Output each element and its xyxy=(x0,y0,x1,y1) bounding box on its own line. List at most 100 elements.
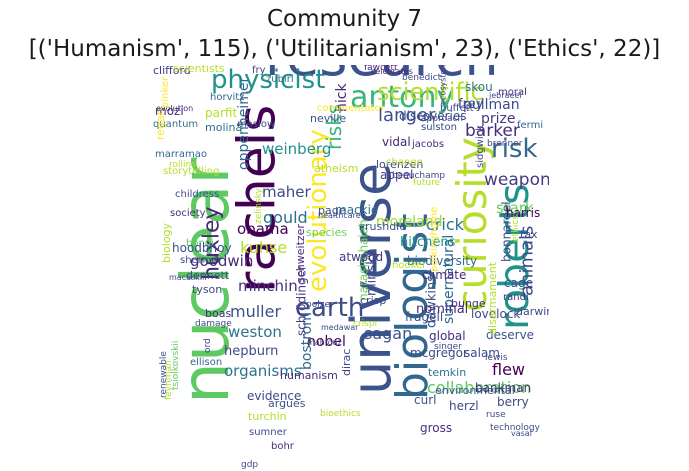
word-cloud-word: page xyxy=(318,204,346,217)
word-cloud-word: bostrom xyxy=(299,312,315,370)
word-cloud-word: feynman xyxy=(164,360,174,400)
word-cloud-word: schrödinger xyxy=(295,265,309,336)
word-cloud-word: nobel xyxy=(307,334,346,350)
word-cloud-word: fragell xyxy=(405,310,443,324)
word-cloud-word: neville xyxy=(310,112,346,125)
word-cloud-word: minchin xyxy=(238,277,298,295)
word-cloud-word: mcgregor xyxy=(410,346,468,360)
word-cloud-word: dawkins xyxy=(424,275,439,328)
word-cloud-word: rushdie xyxy=(365,220,406,233)
word-cloud-word: crispr xyxy=(353,319,379,329)
word-cloud: nuclearresearchuniverserachelsbiologistc… xyxy=(145,65,549,469)
word-cloud-word: moral xyxy=(498,87,527,98)
word-cloud-word: muller xyxy=(230,302,281,321)
word-cloud-word: pullman xyxy=(463,97,520,113)
word-cloud-word: rachels xyxy=(228,105,288,293)
word-cloud-word: rollins xyxy=(169,160,196,170)
word-cloud-word: antony xyxy=(350,80,454,115)
word-cloud-word: nominal xyxy=(416,302,468,317)
word-cloud-word: parfit xyxy=(205,106,237,120)
word-cloud-word: fry xyxy=(252,65,266,76)
word-cloud-word: fermi xyxy=(517,120,543,131)
word-cloud-word: mozi xyxy=(155,104,184,118)
word-cloud-word: goodwin xyxy=(190,252,253,270)
word-cloud-word: bioethics xyxy=(320,409,361,419)
word-cloud-word: ethics xyxy=(511,215,521,242)
word-cloud-word: biodiversity xyxy=(407,254,477,268)
word-cloud-word: evolution xyxy=(156,104,193,113)
word-cloud-word: gdp xyxy=(241,460,258,469)
word-cloud-word: healthcare xyxy=(318,211,361,220)
word-cloud-word: bonnardel xyxy=(500,201,514,262)
word-cloud-word: mackie xyxy=(335,203,378,217)
word-cloud-word: biologist xyxy=(387,213,438,400)
word-cloud-word: crick xyxy=(426,215,465,234)
word-cloud-word: climate xyxy=(422,268,466,282)
word-cloud-word: approach xyxy=(421,114,463,124)
word-cloud-word: mahfouz xyxy=(307,338,342,347)
word-cloud-word: kuhse xyxy=(240,238,287,257)
word-cloud-word: ecosystems xyxy=(438,65,447,105)
word-cloud-word: dennett xyxy=(186,269,230,282)
word-cloud-word: benedict xyxy=(402,73,442,83)
word-cloud-word: curl xyxy=(414,393,436,407)
word-cloud-word: animals xyxy=(516,226,537,296)
word-cloud-word: zubiri xyxy=(266,74,294,85)
word-cloud-word: weston xyxy=(228,323,282,341)
word-cloud-word: bohr xyxy=(271,441,295,452)
word-cloud-word: tax xyxy=(520,228,538,241)
word-cloud-word: medawar xyxy=(321,323,359,332)
word-cloud-word: universe xyxy=(340,163,403,395)
word-cloud-word: clifford xyxy=(153,65,191,77)
word-cloud-canvas: nuclearresearchuniverserachelsbiologistc… xyxy=(153,65,549,469)
word-cloud-word: childress xyxy=(175,189,219,200)
word-cloud-word: hitchens xyxy=(400,235,456,250)
word-cloud-word: frey xyxy=(458,97,484,112)
word-cloud-word: brenner xyxy=(487,139,523,149)
word-cloud-word: physicist xyxy=(211,65,325,95)
word-cloud-word: atheism xyxy=(314,162,358,175)
word-cloud-word: pinker xyxy=(160,76,171,108)
word-cloud-word: gould xyxy=(263,208,308,227)
word-cloud-word: polzer xyxy=(306,300,334,310)
word-cloud-word: oppenheimer xyxy=(236,77,252,170)
word-cloud-word: species xyxy=(306,226,347,239)
word-cloud-word: lorenzen xyxy=(376,158,423,171)
word-cloud-word: fawcett xyxy=(364,65,398,73)
word-cloud-word: discoveries xyxy=(399,109,467,123)
word-cloud-word: obama xyxy=(237,220,289,238)
word-cloud-word: prize xyxy=(481,111,516,127)
word-cloud-word: molina xyxy=(205,121,242,134)
word-cloud-word: tsiolkovskii xyxy=(171,341,181,390)
word-cloud-word: bondi xyxy=(186,238,214,249)
word-cloud-word: temkin xyxy=(428,366,466,379)
word-cloud-word: tyson xyxy=(192,283,222,296)
word-cloud-word: vasal xyxy=(511,429,532,438)
word-cloud-word: scientific xyxy=(377,78,484,106)
word-cloud-word: polkinghorne xyxy=(429,207,440,272)
word-cloud-word: langer xyxy=(378,105,436,126)
word-cloud-word: ruse xyxy=(486,410,506,420)
word-cloud-word: research xyxy=(265,65,499,88)
word-cloud-word: future xyxy=(413,178,441,188)
word-cloud-word: sumner xyxy=(249,427,288,438)
word-cloud-word: zelinsky xyxy=(254,187,264,224)
word-cloud-word: storytelling xyxy=(163,166,219,177)
word-cloud-word: evidence xyxy=(247,389,301,403)
word-cloud-word: jacobs xyxy=(411,139,444,150)
word-cloud-word: renewable xyxy=(159,351,169,398)
word-cloud-word: marramao xyxy=(155,149,207,160)
word-cloud-word: barker xyxy=(465,121,520,141)
word-cloud-word: narasimhaiah xyxy=(357,219,371,301)
word-cloud-word: lovelock xyxy=(471,307,520,321)
word-cloud-word: regan xyxy=(154,108,167,140)
word-cloud-word: sidgwick xyxy=(475,125,486,168)
word-cloud-word: huxley xyxy=(200,206,225,280)
word-cloud-word: berry xyxy=(497,395,529,409)
word-cloud-word: damage xyxy=(195,319,232,329)
word-cloud-word: quantum xyxy=(153,119,198,130)
word-cloud-word: hooker xyxy=(392,260,427,271)
word-cloud-word: curiosity xyxy=(448,137,496,312)
word-cloud-word: vidal xyxy=(382,135,411,149)
word-cloud-word: ord xyxy=(203,338,213,353)
